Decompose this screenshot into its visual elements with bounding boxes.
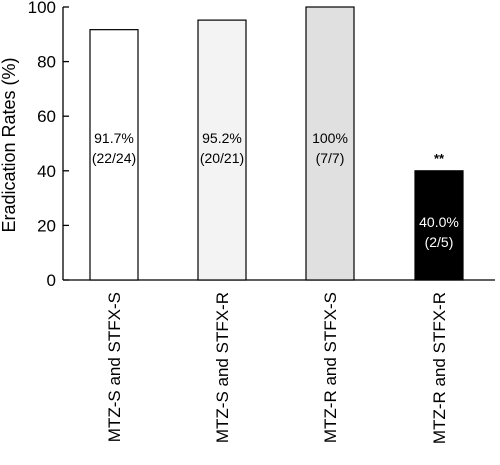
x-category-label: MTZ-R and STFX-S: [321, 292, 340, 443]
data-label-value: 91.7%: [94, 130, 134, 146]
bar: [305, 6, 355, 281]
y-tick-label: 20: [37, 216, 56, 235]
y-axis-title: Eradication Rates (%): [0, 57, 19, 232]
data-label-value: 100%: [312, 130, 348, 146]
y-tick-label: 100: [28, 0, 56, 17]
y-tick-label: 40: [37, 162, 56, 181]
significance-marker: **: [434, 151, 445, 166]
data-label-count: (7/7): [316, 150, 345, 166]
bar: [414, 170, 464, 281]
x-category-label: MTZ-R and STFX-R: [430, 292, 449, 444]
x-category-label: MTZ-S and STFX-R: [213, 292, 232, 443]
data-label-count: (22/24): [92, 150, 136, 166]
bars: [89, 6, 464, 281]
y-tick-label: 0: [47, 271, 56, 290]
x-category-label: MTZ-S and STFX-S: [105, 292, 124, 442]
y-tick-label: 60: [37, 107, 56, 126]
labels: 91.7% (22/24) MTZ-S and STFX-S 95.2% (20/21)…: [92, 130, 459, 444]
data-label-value: 40.0%: [419, 214, 459, 230]
y-tick-label: 80: [37, 53, 56, 72]
data-label-count: (20/21): [200, 150, 244, 166]
data-label-count: (2/5): [425, 234, 454, 250]
data-label-value: 95.2%: [202, 130, 242, 146]
bar: [89, 29, 139, 281]
bar: [197, 19, 247, 281]
